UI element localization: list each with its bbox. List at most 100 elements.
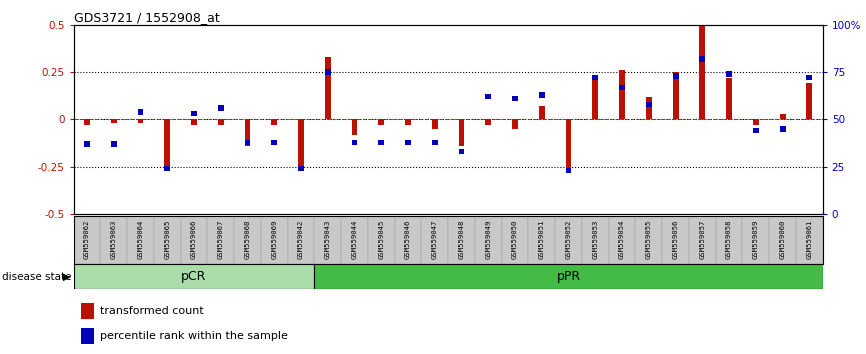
Text: GSM559069: GSM559069 [271, 219, 277, 258]
Text: GSM559062: GSM559062 [84, 219, 90, 258]
Text: GSM559061: GSM559061 [806, 219, 812, 258]
Bar [539, 106, 545, 119]
Bar [191, 111, 197, 116]
Bar [742, 216, 769, 264]
Bar [111, 119, 117, 123]
Bar [459, 149, 464, 154]
Bar [689, 216, 715, 264]
Bar [565, 168, 572, 173]
Bar [726, 78, 732, 119]
Text: pPR: pPR [557, 270, 580, 282]
Bar [298, 119, 304, 169]
Text: disease state: disease state [2, 272, 71, 282]
Bar [662, 216, 689, 264]
Bar [127, 216, 154, 264]
Text: GSM559060: GSM559060 [779, 219, 785, 258]
Bar [218, 105, 223, 111]
Bar [592, 76, 598, 119]
Bar [726, 72, 732, 77]
Text: ▶: ▶ [63, 272, 71, 282]
Bar [352, 119, 358, 135]
Bar [325, 57, 331, 119]
Bar [341, 216, 368, 264]
Bar [234, 216, 261, 264]
Bar [485, 94, 491, 99]
Bar [422, 216, 449, 264]
Bar [539, 92, 545, 97]
Bar [138, 109, 144, 115]
Bar [528, 216, 555, 264]
Bar [405, 119, 411, 125]
Text: GSM559049: GSM559049 [485, 219, 491, 258]
Bar [154, 216, 181, 264]
Bar [582, 216, 609, 264]
Bar [84, 142, 90, 147]
Text: GSM559043: GSM559043 [325, 219, 331, 258]
Bar [218, 119, 223, 125]
Bar [700, 56, 705, 62]
Bar [609, 216, 636, 264]
Bar [753, 119, 759, 125]
Text: GSM559047: GSM559047 [432, 219, 438, 258]
Bar [74, 264, 314, 289]
Bar [244, 119, 250, 146]
Bar [475, 216, 501, 264]
Text: GSM559042: GSM559042 [298, 219, 304, 258]
Bar [138, 119, 144, 123]
Bar [81, 303, 94, 319]
Text: GSM559058: GSM559058 [726, 219, 732, 258]
Text: GSM559055: GSM559055 [646, 219, 652, 258]
Bar [207, 216, 234, 264]
Bar [378, 119, 385, 125]
Bar [673, 73, 678, 79]
Bar [165, 119, 171, 171]
Bar [432, 119, 437, 129]
Text: GSM559057: GSM559057 [700, 219, 705, 258]
Bar [779, 126, 785, 132]
Text: GSM559063: GSM559063 [111, 219, 117, 258]
Bar [673, 72, 678, 119]
Bar [181, 216, 207, 264]
Text: GSM559053: GSM559053 [592, 219, 598, 258]
Text: GSM559044: GSM559044 [352, 219, 358, 258]
Bar [261, 216, 288, 264]
Text: GSM559064: GSM559064 [138, 219, 144, 258]
Bar [806, 84, 812, 119]
Bar [565, 119, 572, 171]
Text: GSM559054: GSM559054 [619, 219, 625, 258]
Bar [449, 216, 475, 264]
Bar [378, 139, 385, 145]
Bar [619, 70, 625, 119]
Bar [646, 102, 652, 107]
Text: pCR: pCR [181, 270, 207, 282]
Bar [191, 119, 197, 125]
Bar [501, 216, 528, 264]
Bar [314, 216, 341, 264]
Bar [325, 69, 331, 75]
Text: GSM559046: GSM559046 [405, 219, 411, 258]
Bar [395, 216, 422, 264]
Text: percentile rank within the sample: percentile rank within the sample [100, 331, 288, 341]
Bar [432, 139, 437, 145]
Bar [636, 216, 662, 264]
Text: GSM559048: GSM559048 [458, 219, 464, 258]
Bar [244, 139, 250, 145]
Bar [81, 328, 94, 344]
Bar [314, 264, 823, 289]
Text: GSM559065: GSM559065 [165, 219, 171, 258]
Text: GSM559050: GSM559050 [512, 219, 518, 258]
Text: GSM559066: GSM559066 [191, 219, 197, 258]
Bar [111, 142, 117, 147]
Bar [619, 85, 625, 90]
Bar [368, 216, 395, 264]
Bar [779, 114, 785, 119]
Text: GSM559059: GSM559059 [753, 219, 759, 258]
Bar [288, 216, 314, 264]
Bar [84, 119, 90, 125]
Bar [715, 216, 742, 264]
Text: GDS3721 / 1552908_at: GDS3721 / 1552908_at [74, 11, 219, 24]
Text: GSM559056: GSM559056 [673, 219, 679, 258]
Bar [555, 216, 582, 264]
Bar [298, 166, 304, 171]
Text: GSM559052: GSM559052 [565, 219, 572, 258]
